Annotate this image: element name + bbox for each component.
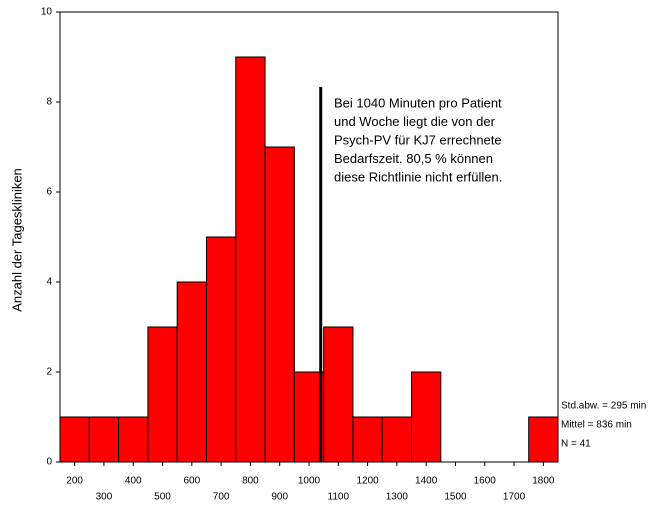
x-tick-label: 200 (66, 476, 83, 487)
x-tick-label: 500 (154, 492, 171, 503)
bar (411, 371, 442, 463)
bar (235, 56, 266, 463)
annotation: Bedarfszeit. 80,5 % können (334, 151, 493, 166)
x-tick-label: 1300 (386, 492, 409, 503)
bar (147, 326, 178, 463)
x-tick-label: 1600 (474, 476, 497, 487)
stats-text: Std.abw. = 295 min (561, 401, 646, 412)
bar (352, 416, 383, 463)
bar (381, 416, 413, 463)
annotation: und Woche liegt die von der (334, 114, 496, 129)
y-tick-label: 2 (46, 367, 52, 378)
bar (88, 416, 120, 463)
y-tick-label: 0 (46, 457, 52, 468)
x-tick-label: 700 (213, 492, 230, 503)
bar (264, 146, 295, 463)
x-tick-label: 400 (125, 476, 142, 487)
x-tick-label: 1500 (444, 492, 467, 503)
x-tick-label: 1200 (356, 476, 379, 487)
y-tick-label: 8 (46, 97, 52, 108)
annotation: Psych-PV für KJ7 errechnete (334, 132, 502, 147)
bar (118, 416, 149, 463)
x-tick-label: 900 (271, 492, 288, 503)
x-tick-label: 300 (96, 492, 113, 503)
x-tick-label: 1400 (415, 476, 438, 487)
x-tick-label: 600 (183, 476, 200, 487)
bar (59, 416, 90, 463)
x-tick-label: 1700 (503, 492, 526, 503)
bar (323, 326, 354, 463)
y-tick-label: 4 (46, 277, 52, 288)
x-tick-label: 800 (242, 476, 259, 487)
x-tick-label: 1100 (328, 492, 350, 503)
annotation: diese Richtlinie nicht erfüllen. (334, 169, 502, 184)
x-tick-label: 1000 (298, 476, 321, 487)
annotation: Bei 1040 Minuten pro Patient (334, 95, 502, 110)
bar (176, 281, 207, 463)
y-tick-label: 10 (41, 7, 53, 18)
bar (205, 236, 237, 463)
stats-text: Mittel = 836 min (561, 420, 632, 431)
y-axis-label: Anzahl der Tageskliniken (9, 168, 24, 312)
y-tick-label: 6 (46, 187, 52, 198)
x-tick-label: 1800 (532, 476, 555, 487)
stats-text: N = 41 (561, 439, 591, 450)
bar (528, 416, 559, 463)
